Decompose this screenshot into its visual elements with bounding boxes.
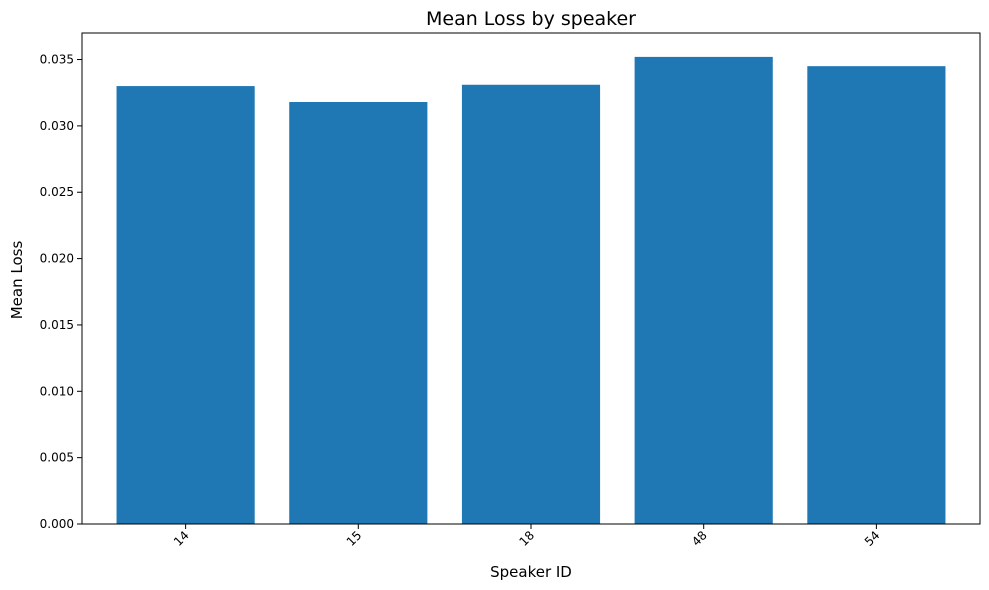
plot-frame bbox=[81, 32, 981, 525]
x-tick-label: 54 bbox=[862, 528, 883, 549]
y-axis-ticks: 0.000 0.005 0.010 0.015 0.020 0.025 0.030 0.035 bbox=[40, 53, 82, 531]
y-tick-label: 0.005 bbox=[40, 451, 74, 465]
x-tick-label: 14 bbox=[171, 528, 192, 549]
chart-title: Mean Loss by speaker bbox=[426, 8, 636, 30]
y-axis-label: Mean Loss bbox=[8, 241, 26, 320]
bar-speaker-14 bbox=[116, 86, 255, 524]
y-tick-label: 0.025 bbox=[40, 185, 74, 199]
x-tick-label: 48 bbox=[689, 528, 710, 549]
bars-group bbox=[116, 56, 946, 525]
x-axis-ticks: 14 15 18 48 54 bbox=[171, 524, 883, 549]
bar-speaker-54 bbox=[807, 66, 946, 525]
y-tick-label: 0.015 bbox=[40, 318, 74, 332]
y-tick-label: 0.035 bbox=[40, 53, 74, 67]
bar-speaker-48 bbox=[634, 56, 773, 525]
y-tick-label: 0.030 bbox=[40, 119, 74, 133]
y-tick-label: 0.020 bbox=[40, 252, 74, 266]
x-tick-label: 15 bbox=[344, 528, 365, 549]
y-tick-label: 0.010 bbox=[40, 384, 74, 398]
bar-speaker-15 bbox=[289, 102, 428, 524]
y-tick-label: 0.000 bbox=[40, 517, 74, 531]
bar-speaker-18 bbox=[461, 84, 601, 524]
x-tick-label: 18 bbox=[516, 528, 537, 549]
x-axis-label: Speaker ID bbox=[490, 563, 572, 581]
